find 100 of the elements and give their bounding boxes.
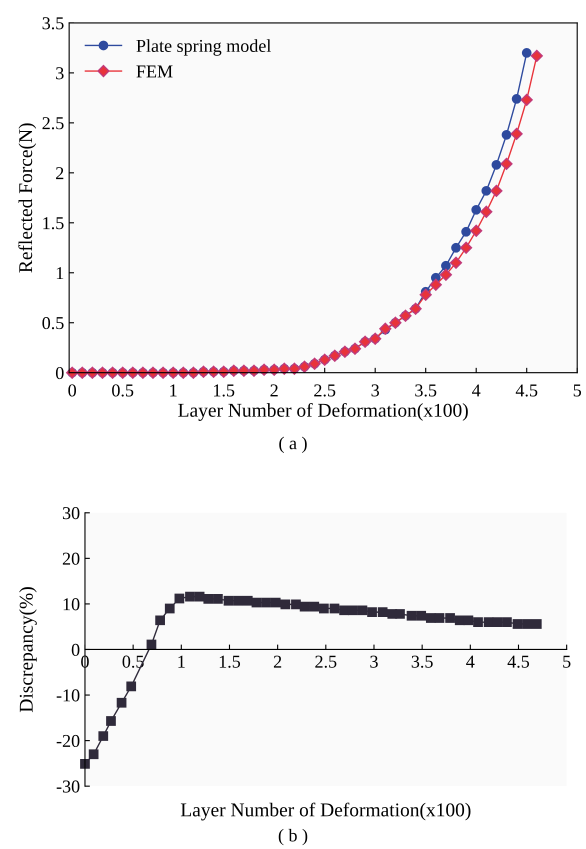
point	[261, 598, 271, 608]
y-tick-label: -20	[56, 734, 80, 748]
point	[510, 128, 523, 140]
point	[470, 224, 482, 237]
point	[460, 242, 472, 254]
point	[395, 609, 405, 619]
point	[98, 731, 108, 741]
point	[309, 602, 320, 612]
x-axis-title: Layer Number of Deformation(x100)	[180, 802, 470, 820]
x-tick-label: 2	[270, 384, 278, 396]
y-tick-label: 10	[64, 598, 80, 610]
point	[106, 716, 116, 726]
y-axis-title: Discrepancy(%)	[19, 587, 37, 712]
point	[155, 615, 165, 626]
point	[530, 50, 543, 62]
point	[185, 592, 195, 602]
point	[291, 600, 301, 610]
point	[430, 278, 442, 291]
point	[520, 94, 533, 106]
point	[378, 607, 388, 617]
point	[445, 613, 455, 623]
point	[203, 594, 214, 604]
y-tick-label: 0.5	[42, 317, 64, 330]
text: ( b )	[278, 828, 308, 846]
point	[490, 184, 502, 197]
point	[473, 617, 483, 628]
y-axis-title: Reflected Force(N)	[18, 123, 36, 273]
point	[461, 226, 471, 237]
x-axis-title: Layer Number of Deformation(x100)	[178, 402, 468, 421]
point	[480, 206, 492, 218]
x-tick-label: 1.5	[220, 656, 240, 668]
x-tick-label: 1.5	[214, 384, 234, 397]
point	[450, 256, 462, 269]
x-tick-label: 4.5	[516, 384, 538, 397]
point	[224, 596, 234, 606]
y-tick-label: 3	[56, 67, 64, 80]
point	[471, 204, 482, 215]
point	[492, 617, 502, 628]
point	[481, 186, 492, 196]
point	[164, 604, 175, 614]
point	[512, 619, 522, 629]
text: ( a )	[279, 436, 307, 453]
point	[213, 594, 223, 604]
x-tick-label: 4	[472, 384, 480, 396]
x-tick-label: 3.5	[412, 656, 433, 668]
point	[358, 605, 368, 616]
point	[522, 48, 532, 58]
point	[348, 605, 358, 616]
point	[319, 604, 329, 614]
point	[464, 615, 474, 626]
point	[406, 610, 416, 621]
point	[512, 94, 522, 104]
x-tick-label: 3	[370, 656, 378, 668]
x-tick-label: 3.5	[415, 384, 436, 397]
point	[416, 610, 426, 621]
y-tick-label: 2.5	[42, 117, 64, 130]
x-tick-label: 4.5	[508, 656, 530, 668]
point	[441, 260, 451, 271]
y-tick-label: 1.5	[43, 217, 64, 230]
point	[270, 598, 281, 608]
y-tick-label: 0	[72, 644, 80, 656]
legend-label: Plate spring model	[136, 39, 271, 56]
x-tick-label: 2	[274, 656, 282, 668]
point	[116, 698, 126, 708]
point	[280, 600, 290, 610]
point	[440, 268, 452, 281]
x-tick-label: 3	[372, 384, 380, 397]
point	[492, 160, 502, 170]
point	[88, 749, 98, 760]
point	[502, 130, 512, 140]
point	[500, 158, 513, 170]
point	[252, 598, 262, 608]
y-tick-label: 0	[56, 366, 64, 380]
point	[146, 640, 156, 650]
y-tick-label: 30	[62, 507, 80, 520]
point	[174, 594, 184, 604]
y-tick-label: 2	[56, 167, 64, 180]
point	[420, 288, 432, 301]
point	[126, 682, 136, 692]
x-tick-label: 0.5	[112, 384, 134, 397]
y-tick-label: 3.5	[42, 17, 64, 30]
x-tick-label: 2.5	[315, 656, 336, 668]
x-tick-label: 1	[178, 656, 185, 668]
y-tick-label: -10	[56, 689, 80, 702]
x-tick-label: 5	[574, 384, 582, 397]
y-tick-label: 20	[62, 552, 80, 565]
point	[532, 619, 542, 629]
legend-label: FEM	[136, 66, 173, 78]
y-tick-label: 1	[56, 267, 64, 280]
point	[426, 613, 436, 623]
point	[522, 619, 532, 629]
point	[330, 604, 340, 614]
x-tick-label: 2.5	[314, 384, 336, 397]
x-tick-label: 1	[170, 384, 177, 396]
point	[451, 242, 461, 253]
point	[434, 613, 444, 623]
point	[367, 607, 377, 617]
x-tick-label: 5	[563, 656, 570, 668]
point	[300, 602, 310, 612]
y-tick-label: -30	[56, 780, 80, 793]
